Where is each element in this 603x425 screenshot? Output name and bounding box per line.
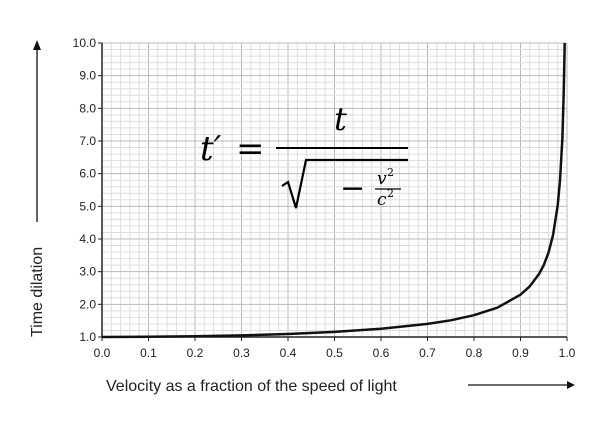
formula-v-exponent: 2 xyxy=(387,166,394,179)
y-axis-arrow xyxy=(33,40,41,222)
formula-numerator: t xyxy=(334,100,347,138)
formula-equals: = xyxy=(236,129,265,169)
x-tick-label: 0.0 xyxy=(94,346,111,360)
formula-minus: − xyxy=(340,171,365,206)
x-tick-label: 0.4 xyxy=(280,346,297,360)
x-tick-label: 0.9 xyxy=(512,346,529,360)
x-axis-title: Velocity as a fraction of the speed of l… xyxy=(106,378,397,395)
y-tick-label: 9.0 xyxy=(79,69,96,83)
x-tick-label: 1.0 xyxy=(559,346,576,360)
y-tick-label: 8.0 xyxy=(79,101,96,115)
x-tick-label: 0.1 xyxy=(140,346,157,360)
formula-radical xyxy=(281,158,408,209)
x-tick-label: 0.6 xyxy=(373,346,390,360)
x-tick-label: 0.3 xyxy=(233,346,250,360)
y-tick-label: 1.0 xyxy=(79,330,96,344)
formula-c-exponent: 2 xyxy=(387,187,394,200)
x-tick-label: 0.8 xyxy=(466,346,483,360)
y-tick-label: 4.0 xyxy=(79,232,96,246)
lorentz-formula: t′ = t − v 2 c 2 xyxy=(200,100,408,210)
y-tick-label: 10.0 xyxy=(73,36,97,50)
formula-lhs: t′ xyxy=(200,129,222,169)
x-axis-arrow xyxy=(468,381,575,389)
x-tick-label: 0.5 xyxy=(326,346,343,360)
formula-v: v xyxy=(377,169,387,189)
y-tick-label: 6.0 xyxy=(79,167,96,181)
y-tick-label: 5.0 xyxy=(79,199,96,213)
y-axis-title: Time dilation xyxy=(29,247,46,337)
x-tick-label: 0.2 xyxy=(187,346,204,360)
x-tick-labels: 0.0 0.1 0.2 0.3 0.4 0.5 0.6 0.7 0.8 0.9 1.0 xyxy=(94,346,576,360)
y-tick-label: 7.0 xyxy=(79,134,96,148)
x-tick-label: 0.7 xyxy=(419,346,436,360)
y-tick-labels: 1.0 2.0 3.0 4.0 5.0 6.0 7.0 8.0 9.0 10.0 xyxy=(73,36,97,344)
grid xyxy=(101,42,568,338)
y-tick-label: 3.0 xyxy=(79,265,96,279)
formula-c: c xyxy=(377,190,387,210)
time-dilation-curve xyxy=(101,42,566,339)
y-tick-label: 2.0 xyxy=(79,297,96,311)
